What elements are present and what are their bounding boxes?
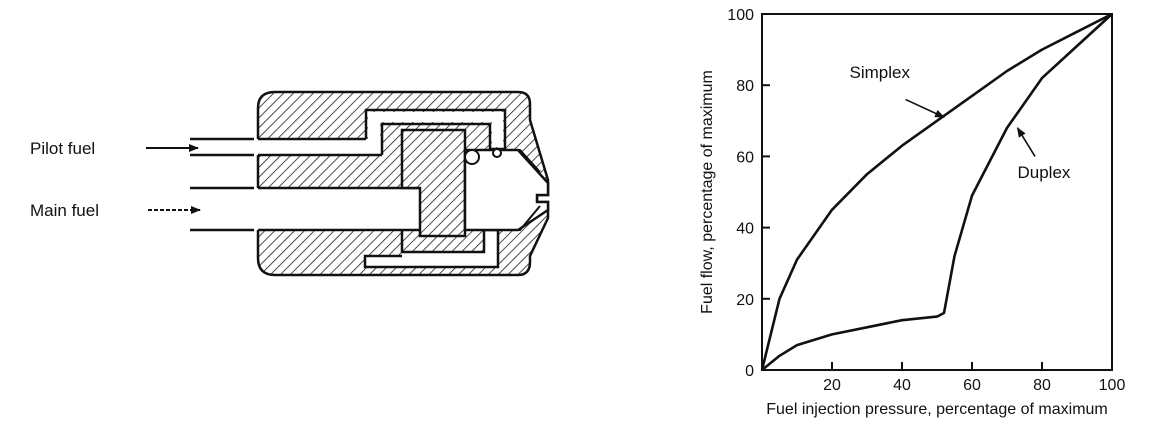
fuel-flow-chart: 0 20 40 60 80 100 20 40 60 80 100 Simplex Duplex F…	[699, 7, 1125, 418]
nozzle-cross-section: Pilot fuel Main fuel	[30, 90, 550, 277]
x-tick-label: 80	[1033, 377, 1051, 394]
y-axis-label: Fuel flow, percentage of maximum	[699, 70, 716, 314]
x-axis-ticks: 20 40 60 80 100	[823, 362, 1125, 394]
annotation-simplex: Simplex	[850, 63, 911, 82]
series-annotations: Simplex Duplex	[850, 63, 1071, 182]
x-tick-label: 100	[1099, 377, 1126, 394]
pilot-orifice	[464, 149, 480, 165]
y-tick-label: 40	[736, 221, 754, 238]
y-tick-label: 60	[736, 149, 754, 166]
annotation-duplex: Duplex	[1018, 163, 1071, 182]
x-tick-label: 20	[823, 377, 841, 394]
series-lines	[760, 12, 1113, 372]
x-tick-label: 40	[893, 377, 911, 394]
pilot-fuel-label: Pilot fuel	[30, 139, 95, 158]
main-fuel-bore	[254, 188, 420, 230]
pilot-fuel-inlet	[254, 139, 382, 155]
x-tick-label: 60	[963, 377, 981, 394]
nozzle-core	[400, 128, 467, 238]
annotation-arrow-simplex	[905, 98, 945, 118]
annotation-arrow-duplex	[1016, 127, 1036, 157]
y-tick-label: 0	[745, 363, 754, 380]
plot-area-frame	[761, 13, 1113, 371]
series-line-simplex	[760, 12, 1113, 371]
pilot-orifice-small	[492, 148, 502, 158]
y-tick-label: 100	[727, 7, 754, 24]
y-tick-label: 20	[736, 292, 754, 309]
y-tick-label: 80	[736, 78, 754, 95]
x-axis-label: Fuel injection pressure, percentage of m…	[766, 401, 1108, 418]
main-fuel-label: Main fuel	[30, 201, 99, 220]
series-line-duplex	[761, 13, 1113, 372]
y-axis-ticks: 0 20 40 60 80 100	[727, 7, 770, 380]
